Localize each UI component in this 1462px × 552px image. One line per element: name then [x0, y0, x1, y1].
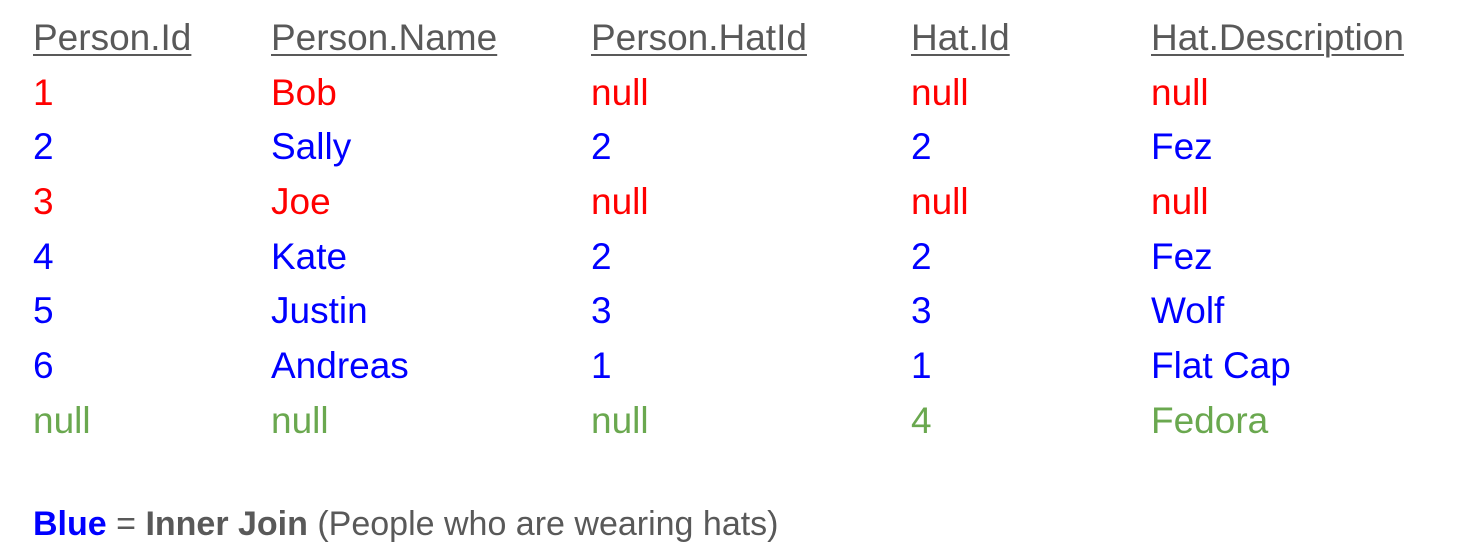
- cell-hat-description: Flat Cap: [1151, 344, 1291, 386]
- table-row: 4 Kate 2 2 Fez: [33, 229, 1441, 284]
- cell-person-hatid: 1: [591, 344, 612, 386]
- cell-person-hatid: 3: [591, 290, 612, 332]
- cell-person-name: null: [271, 399, 329, 441]
- header-hat-id: Hat.Id: [911, 16, 1010, 58]
- join-result-table: Person.Id Person.Name Person.HatId Hat.I…: [33, 10, 1441, 448]
- cell-person-id: 3: [33, 180, 54, 222]
- cell-person-hatid: 2: [591, 126, 612, 168]
- header-person-hatid: Person.HatId: [591, 16, 807, 58]
- legend-join-name: Inner Join: [145, 505, 308, 543]
- cell-hat-id: null: [911, 180, 969, 222]
- cell-person-hatid: null: [591, 71, 649, 113]
- cell-person-id: null: [33, 399, 91, 441]
- table-row: 5 Justin 3 3 Wolf: [33, 283, 1441, 338]
- cell-hat-description: null: [1151, 71, 1209, 113]
- cell-person-name: Kate: [271, 235, 348, 277]
- cell-person-hatid: null: [591, 399, 649, 441]
- legend-caption: Blue = Inner Join (People who are wearin…: [33, 505, 779, 544]
- cell-person-hatid: null: [591, 180, 649, 222]
- cell-hat-description: Fedora: [1151, 399, 1269, 441]
- cell-hat-id: 1: [911, 344, 932, 386]
- table-row: 2 Sally 2 2 Fez: [33, 119, 1441, 174]
- header-person-id: Person.Id: [33, 16, 192, 58]
- cell-person-id: 6: [33, 344, 54, 386]
- cell-hat-description: Fez: [1151, 235, 1213, 277]
- table-header-row: Person.Id Person.Name Person.HatId Hat.I…: [33, 10, 1441, 65]
- cell-person-id: 2: [33, 126, 54, 168]
- cell-person-name: Andreas: [271, 344, 409, 386]
- legend-equals: =: [106, 505, 146, 543]
- cell-person-name: Justin: [271, 290, 368, 332]
- table-row: 1 Bob null null null: [33, 65, 1441, 120]
- cell-hat-id: 3: [911, 290, 932, 332]
- table-row: null null null 4 Fedora: [33, 393, 1441, 448]
- header-person-name: Person.Name: [271, 16, 498, 58]
- cell-hat-id: null: [911, 71, 969, 113]
- cell-hat-id: 2: [911, 126, 932, 168]
- header-hat-description: Hat.Description: [1151, 16, 1404, 58]
- cell-hat-description: null: [1151, 180, 1209, 222]
- cell-person-name: Joe: [271, 180, 331, 222]
- table-row: 3 Joe null null null: [33, 174, 1441, 229]
- cell-person-id: 1: [33, 71, 54, 113]
- cell-hat-id: 2: [911, 235, 932, 277]
- cell-person-id: 4: [33, 235, 54, 277]
- cell-hat-description: Wolf: [1151, 290, 1225, 332]
- cell-hat-description: Fez: [1151, 126, 1213, 168]
- cell-person-hatid: 2: [591, 235, 612, 277]
- cell-person-id: 5: [33, 290, 54, 332]
- table-row: 6 Andreas 1 1 Flat Cap: [33, 338, 1441, 393]
- cell-person-name: Bob: [271, 71, 337, 113]
- legend-description: (People who are wearing hats): [307, 505, 779, 543]
- legend-color-word: Blue: [33, 505, 107, 543]
- cell-hat-id: 4: [911, 399, 932, 441]
- cell-person-name: Sally: [271, 126, 352, 168]
